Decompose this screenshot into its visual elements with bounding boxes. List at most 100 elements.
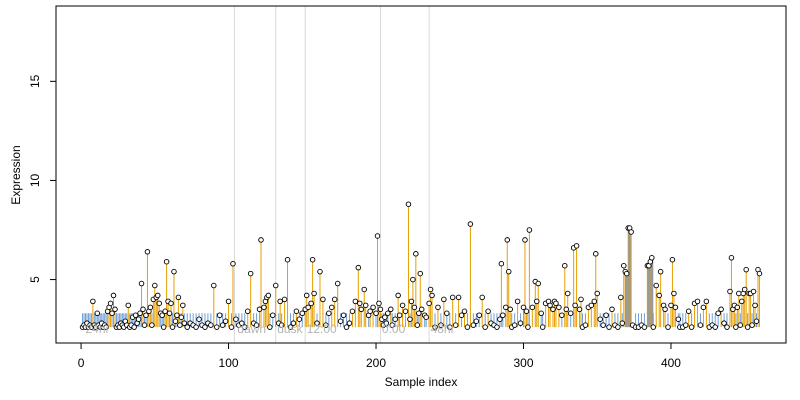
y-tick-label: 15 bbox=[28, 74, 42, 88]
phase-label: 48hr bbox=[431, 322, 455, 336]
data-point bbox=[697, 322, 704, 328]
data-point bbox=[395, 292, 401, 299]
data-point bbox=[564, 290, 571, 297]
data-point bbox=[538, 310, 544, 317]
data-point bbox=[343, 324, 350, 330]
data-point bbox=[303, 292, 310, 299]
data-point bbox=[216, 312, 223, 318]
data-point bbox=[597, 316, 603, 322]
data-point bbox=[160, 324, 167, 330]
data-point bbox=[261, 304, 267, 311]
data-point bbox=[377, 306, 384, 313]
data-point bbox=[326, 310, 332, 317]
data-point bbox=[623, 270, 630, 277]
y-tick-label: 5 bbox=[28, 276, 42, 283]
data-point bbox=[724, 324, 730, 330]
data-point bbox=[270, 312, 276, 318]
data-point bbox=[573, 243, 580, 249]
data-point bbox=[514, 298, 521, 305]
data-point bbox=[177, 322, 183, 328]
data-point bbox=[479, 294, 485, 301]
data-point bbox=[346, 320, 353, 326]
data-point bbox=[467, 221, 474, 227]
data-point bbox=[423, 314, 429, 320]
data-point bbox=[562, 262, 568, 269]
y-tick-label: 10 bbox=[28, 173, 42, 187]
data-point bbox=[500, 312, 506, 318]
data-point bbox=[147, 304, 154, 311]
data-point bbox=[329, 304, 335, 311]
data-point bbox=[750, 288, 757, 295]
data-point bbox=[417, 270, 424, 277]
data-point bbox=[641, 324, 648, 330]
data-point bbox=[225, 298, 232, 305]
data-point bbox=[367, 308, 373, 315]
data-point bbox=[242, 324, 248, 330]
data-point bbox=[293, 308, 300, 315]
x-tick-label: 400 bbox=[661, 356, 681, 370]
data-point bbox=[208, 322, 214, 328]
phase-label: 24hr bbox=[85, 322, 109, 336]
data-point bbox=[736, 290, 742, 297]
data-point bbox=[103, 324, 109, 330]
data-point bbox=[413, 251, 419, 257]
data-point bbox=[507, 306, 513, 313]
data-point bbox=[181, 320, 188, 326]
data-point bbox=[534, 298, 540, 305]
data-point bbox=[567, 310, 574, 317]
data-point bbox=[407, 316, 413, 322]
data-point bbox=[553, 300, 559, 307]
data-point bbox=[414, 322, 421, 328]
x-axis-title: Sample index bbox=[385, 375, 458, 389]
data-point bbox=[733, 324, 739, 330]
data-point bbox=[438, 322, 444, 328]
data-point bbox=[656, 292, 662, 299]
data-point bbox=[219, 322, 226, 328]
data-point bbox=[547, 302, 553, 309]
data-point bbox=[253, 322, 260, 328]
data-point bbox=[281, 296, 288, 303]
data-point bbox=[675, 316, 682, 322]
data-point bbox=[728, 255, 735, 261]
data-point bbox=[525, 324, 531, 330]
data-point bbox=[361, 286, 367, 293]
data-point bbox=[137, 310, 143, 317]
data-point bbox=[402, 308, 409, 315]
data-point bbox=[517, 320, 524, 326]
data-point bbox=[385, 310, 391, 317]
data-point bbox=[441, 296, 447, 303]
data-point bbox=[609, 306, 615, 313]
x-axis: 0 100 200 300 400 bbox=[78, 342, 681, 370]
data-point bbox=[349, 308, 356, 315]
data-point bbox=[523, 308, 530, 315]
data-point bbox=[256, 306, 263, 313]
data-point bbox=[112, 306, 118, 313]
data-point bbox=[582, 322, 589, 328]
data-point bbox=[685, 308, 692, 315]
data-point bbox=[556, 304, 562, 311]
data-point bbox=[418, 306, 425, 313]
data-point bbox=[665, 324, 671, 330]
data-point bbox=[233, 316, 239, 322]
data-point bbox=[749, 322, 755, 328]
data-point bbox=[352, 298, 359, 305]
data-point bbox=[458, 312, 465, 318]
data-point bbox=[505, 268, 512, 275]
data-point bbox=[741, 286, 748, 293]
data-point bbox=[110, 292, 117, 299]
data-point bbox=[700, 304, 707, 311]
data-point bbox=[162, 308, 168, 315]
data-point bbox=[618, 294, 624, 301]
data-point bbox=[388, 306, 394, 313]
data-point bbox=[615, 324, 621, 330]
data-point bbox=[743, 266, 749, 273]
phase-label: dusk bbox=[277, 322, 303, 336]
data-point bbox=[178, 314, 185, 320]
data-point bbox=[272, 282, 279, 289]
data-point bbox=[180, 302, 186, 309]
data-point bbox=[94, 310, 101, 317]
data-point bbox=[239, 320, 245, 326]
data-point bbox=[621, 262, 627, 269]
data-point bbox=[718, 306, 724, 313]
data-point bbox=[109, 310, 115, 317]
